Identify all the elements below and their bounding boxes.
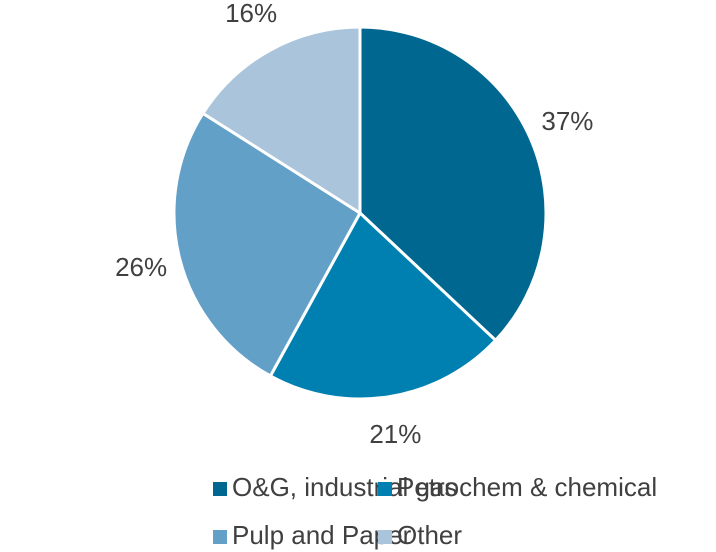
pie-slice [172,111,362,379]
data-label: 21% [369,419,421,449]
pie-slice [268,210,498,401]
data-label: 16% [225,0,277,28]
data-label: 26% [115,252,167,282]
legend-swatch [378,482,392,496]
legend-swatch [213,482,227,496]
pie-slice [358,25,548,343]
legend-swatch [378,530,392,544]
legend-label: O&G, industrial gas [232,472,457,502]
pie-slice [200,25,362,216]
data-label: 37% [541,106,593,136]
legend-swatch [213,530,227,544]
legend-label: Petrochem & chemical [397,472,657,502]
legend-label: Other [397,520,462,550]
